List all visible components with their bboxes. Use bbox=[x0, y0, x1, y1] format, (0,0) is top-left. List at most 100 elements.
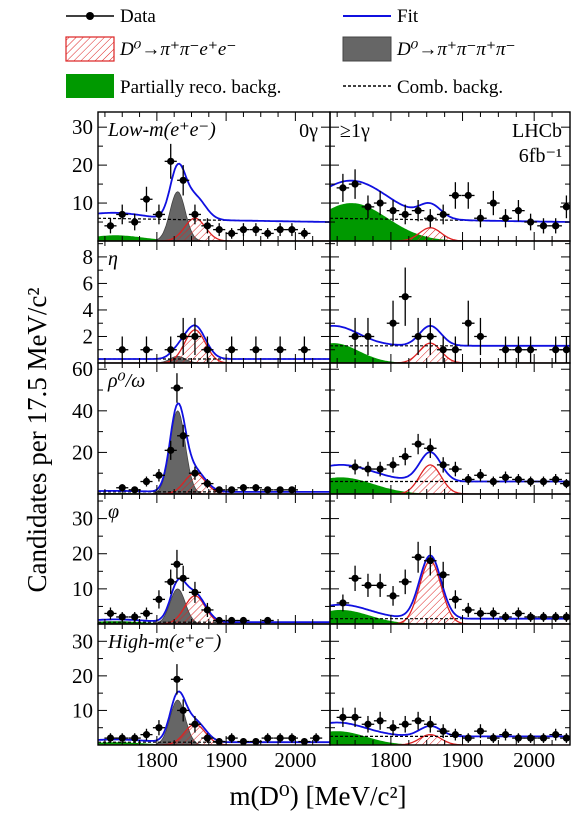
data-point bbox=[398, 447, 412, 466]
data-point bbox=[177, 565, 190, 591]
data-point bbox=[140, 186, 153, 212]
panel-r3-c2 bbox=[329, 362, 571, 495]
data-marker bbox=[203, 222, 212, 230]
data-marker bbox=[167, 157, 175, 165]
data-marker bbox=[339, 713, 347, 721]
data-point bbox=[424, 438, 437, 459]
data-point bbox=[499, 336, 512, 363]
data-marker bbox=[489, 609, 497, 618]
data-point bbox=[188, 317, 202, 356]
data-marker bbox=[451, 191, 459, 200]
data-point bbox=[336, 594, 350, 612]
data-marker bbox=[228, 734, 236, 742]
data-marker bbox=[526, 477, 535, 486]
data-point bbox=[298, 228, 311, 239]
signal-area bbox=[330, 560, 570, 624]
data-marker bbox=[389, 592, 397, 600]
data-point bbox=[449, 461, 462, 477]
data-marker bbox=[173, 675, 181, 683]
data-marker bbox=[501, 473, 510, 481]
data-point bbox=[128, 733, 141, 743]
data-point bbox=[398, 204, 412, 225]
peaking-background-area bbox=[98, 410, 330, 494]
data-point bbox=[549, 218, 562, 234]
data-marker bbox=[526, 218, 535, 226]
data-marker bbox=[476, 471, 485, 479]
data-marker bbox=[215, 226, 223, 234]
data-marker bbox=[426, 557, 434, 565]
data-point bbox=[285, 733, 298, 743]
data-point bbox=[201, 479, 214, 489]
data-point bbox=[225, 486, 238, 494]
data-marker bbox=[376, 581, 384, 589]
data-marker bbox=[401, 720, 409, 728]
data-marker bbox=[426, 214, 434, 222]
data-marker bbox=[203, 480, 212, 488]
data-marker bbox=[276, 346, 284, 354]
data-marker bbox=[118, 613, 126, 621]
data-point bbox=[449, 590, 462, 609]
data-marker bbox=[351, 332, 359, 341]
data-point bbox=[310, 733, 323, 743]
data-point bbox=[201, 733, 214, 743]
data-point bbox=[188, 466, 202, 480]
data-point bbox=[386, 300, 400, 346]
data-marker bbox=[389, 319, 397, 327]
data-point bbox=[474, 724, 487, 739]
data-point bbox=[285, 223, 298, 237]
data-point bbox=[499, 728, 512, 741]
data-point bbox=[549, 612, 562, 622]
data-marker bbox=[514, 475, 523, 484]
panel-plot-area bbox=[330, 707, 570, 745]
data-marker bbox=[451, 346, 459, 354]
data-marker bbox=[552, 222, 560, 230]
signal-area bbox=[330, 342, 570, 363]
data-marker bbox=[155, 595, 163, 604]
data-point bbox=[487, 733, 500, 743]
panel-r3-c1: 20 40 60 ρ⁰/ω bbox=[72, 357, 331, 495]
data-point bbox=[261, 733, 274, 743]
data-point bbox=[424, 317, 437, 356]
fit-line bbox=[98, 162, 330, 223]
data-marker bbox=[514, 734, 523, 742]
data-point bbox=[201, 336, 214, 363]
data-point bbox=[537, 612, 550, 622]
data-marker bbox=[451, 731, 459, 739]
y-tick-label: 30 bbox=[72, 115, 93, 139]
data-marker bbox=[142, 609, 151, 618]
panel-frame bbox=[329, 493, 571, 625]
data-point bbox=[177, 317, 190, 356]
data-point bbox=[524, 336, 537, 363]
legend-item-peaking: D⁰→π⁺π⁻π⁺π⁻ bbox=[342, 36, 516, 62]
data-marker bbox=[539, 477, 548, 486]
data-point bbox=[512, 607, 525, 620]
partial-reco-area bbox=[330, 343, 570, 363]
data-marker bbox=[501, 731, 510, 739]
data-marker bbox=[167, 446, 175, 454]
data-point bbox=[474, 209, 487, 228]
data-marker bbox=[464, 191, 472, 200]
data-point bbox=[512, 200, 525, 222]
panel-plot-area bbox=[330, 267, 570, 363]
data-point bbox=[237, 223, 250, 237]
data-point bbox=[336, 707, 350, 728]
data-marker bbox=[464, 734, 472, 742]
data-point bbox=[424, 209, 437, 228]
data-point bbox=[225, 616, 238, 624]
data-point bbox=[462, 300, 475, 346]
data-marker bbox=[439, 346, 447, 354]
data-marker bbox=[376, 717, 384, 725]
data-point bbox=[104, 607, 117, 620]
fit-line bbox=[98, 324, 330, 360]
data-point bbox=[361, 715, 375, 733]
data-marker bbox=[228, 346, 236, 354]
data-marker bbox=[489, 477, 497, 486]
data-point bbox=[128, 612, 141, 622]
data-point bbox=[348, 565, 362, 591]
y-tick-label: 60 bbox=[72, 357, 93, 381]
data-marker bbox=[364, 203, 372, 211]
data-marker bbox=[539, 613, 548, 621]
data-point bbox=[170, 549, 184, 579]
data-point bbox=[537, 733, 550, 743]
data-marker bbox=[526, 346, 535, 354]
